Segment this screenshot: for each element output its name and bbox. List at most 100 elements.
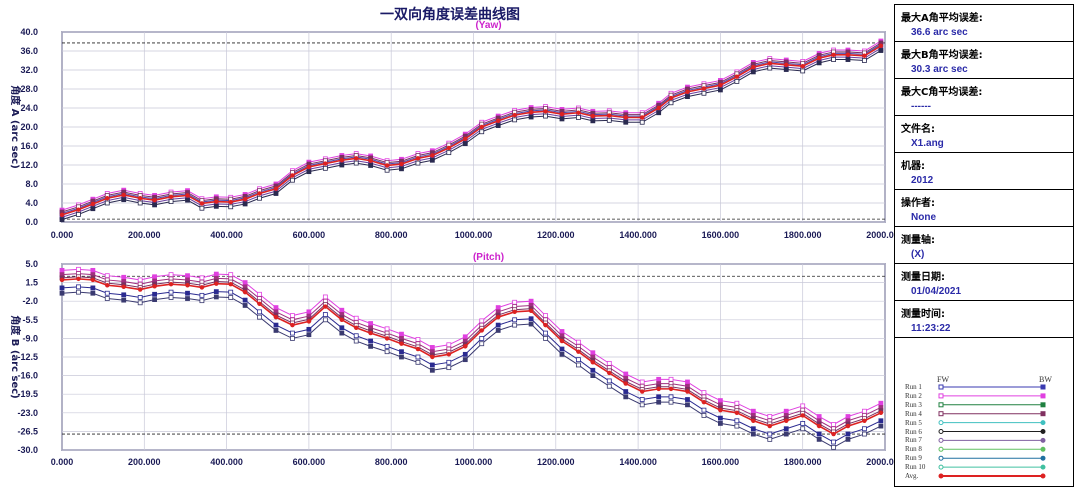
- info-row: 测量时间: 11:23:22: [895, 301, 1073, 338]
- data-point: [767, 431, 773, 437]
- data-point: [105, 196, 110, 201]
- x-tick-label: 0.000: [51, 230, 74, 240]
- data-point: [751, 418, 756, 423]
- y-tick-label: 1.5: [25, 278, 38, 288]
- legend-item-label: Run 5: [905, 418, 922, 427]
- data-point: [656, 386, 661, 392]
- data-point: [559, 346, 565, 352]
- data-point: [862, 58, 867, 63]
- legend-marker-fw: [938, 464, 944, 470]
- data-point: [168, 272, 174, 278]
- data-point: [528, 321, 534, 327]
- data-point: [257, 314, 262, 320]
- data-point: [104, 200, 110, 206]
- data-point: [495, 314, 501, 320]
- data-point: [543, 330, 548, 336]
- data-point: [152, 197, 157, 203]
- data-point: [668, 386, 674, 392]
- x-tick-label: 1800.000: [784, 457, 822, 467]
- data-point: [623, 371, 629, 377]
- data-point: [137, 200, 143, 206]
- data-point: [783, 426, 789, 432]
- data-point: [290, 173, 295, 178]
- data-point: [104, 296, 110, 301]
- data-point: [800, 63, 805, 69]
- data-point: [214, 281, 219, 286]
- data-point: [199, 292, 205, 298]
- data-point: [76, 276, 81, 282]
- data-point: [576, 110, 581, 115]
- data-point: [446, 365, 452, 371]
- data-point: [845, 57, 851, 62]
- data-point: [354, 156, 359, 161]
- data-point: [862, 426, 867, 432]
- data-point: [528, 298, 534, 304]
- data-point: [368, 321, 374, 326]
- data-point: [228, 281, 233, 287]
- data-point: [339, 162, 345, 168]
- data-point: [576, 362, 581, 368]
- data-point: [734, 400, 740, 406]
- data-point: [242, 201, 248, 207]
- data-point: [384, 343, 390, 349]
- data-point: [90, 277, 96, 283]
- legend-item-label: Run 2: [905, 391, 922, 400]
- info-row: 测量日期: 01/04/2021: [895, 264, 1073, 301]
- data-point: [878, 418, 884, 424]
- x-tick-label: 0.000: [51, 457, 74, 467]
- info-label: 文件名:: [901, 124, 935, 135]
- series-avg-: [59, 276, 884, 437]
- legend-item-label: Run 3: [905, 400, 922, 409]
- data-point: [214, 199, 219, 204]
- data-point: [512, 317, 518, 323]
- data-point: [816, 436, 822, 442]
- data-point: [384, 326, 390, 332]
- legend-swatches: [938, 384, 1046, 479]
- data-point: [784, 62, 789, 67]
- data-point: [495, 328, 501, 333]
- plot-yaw: 40.0 36.0 32.0 28.0 24.0 20.0 16.0 12.0 8.0 4.0 0.…: [9, 20, 894, 240]
- y-tick-label: 40.0: [20, 27, 38, 37]
- data-point: [816, 431, 822, 437]
- data-point: [845, 423, 851, 429]
- data-point: [784, 418, 789, 423]
- data-point: [415, 156, 421, 161]
- legend-marker-fw: [938, 446, 944, 452]
- data-point: [878, 410, 884, 415]
- info-value: 2012: [911, 175, 934, 186]
- data-point: [322, 165, 328, 171]
- data-point: [384, 336, 390, 341]
- data-point: [800, 426, 806, 432]
- data-point: [767, 414, 773, 419]
- data-point: [273, 314, 279, 320]
- data-point: [290, 330, 295, 336]
- data-point: [306, 309, 312, 315]
- info-value: 30.3 arc sec: [911, 64, 968, 75]
- data-point: [339, 325, 345, 331]
- data-point: [257, 309, 262, 315]
- data-point: [623, 115, 628, 120]
- data-point: [512, 117, 518, 123]
- data-point: [152, 202, 157, 208]
- data-point: [322, 294, 328, 300]
- x-tick-label: 400.000: [210, 457, 243, 467]
- data-point: [257, 291, 262, 297]
- data-point: [446, 352, 452, 357]
- data-point: [479, 124, 484, 130]
- data-point: [306, 332, 312, 338]
- y-tick-label: -5.5: [22, 315, 38, 325]
- data-point: [751, 64, 756, 70]
- data-point: [734, 410, 740, 415]
- data-point: [831, 431, 836, 437]
- data-point: [121, 197, 127, 203]
- y-tick-label: -2.0: [22, 296, 38, 306]
- data-point: [273, 186, 279, 191]
- data-point: [800, 413, 805, 418]
- x-tick-label: 1200.000: [537, 457, 575, 467]
- data-point: [750, 69, 756, 75]
- data-point: [668, 376, 674, 382]
- data-point: [543, 335, 548, 341]
- data-point: [185, 290, 190, 296]
- x-tick-label: 1800.000: [784, 230, 822, 240]
